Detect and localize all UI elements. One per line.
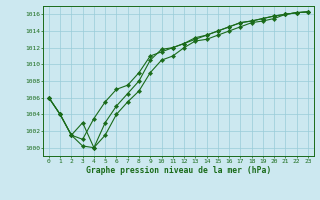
X-axis label: Graphe pression niveau de la mer (hPa): Graphe pression niveau de la mer (hPa) [86,166,271,175]
